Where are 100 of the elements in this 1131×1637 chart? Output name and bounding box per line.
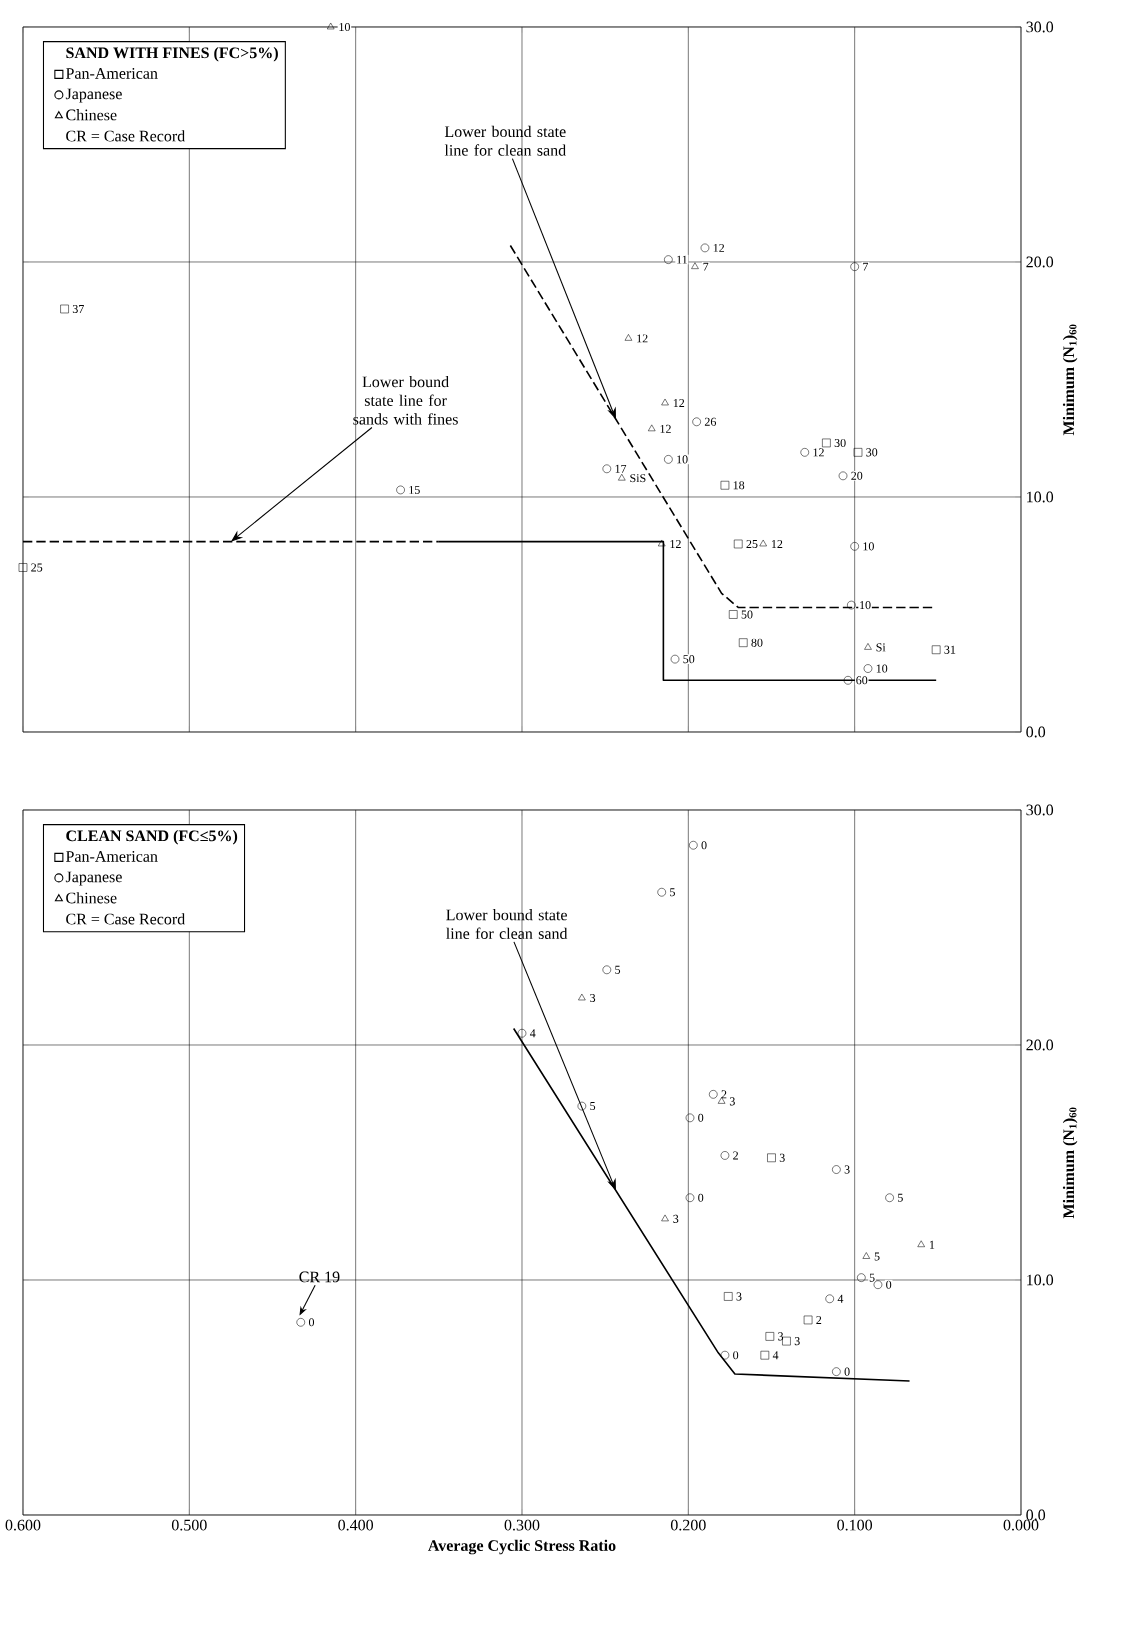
- point: [803, 1315, 813, 1325]
- annotation: 3: [778, 1332, 784, 1341]
- annotation: 5: [615, 965, 621, 974]
- point: [664, 455, 673, 464]
- point: [832, 1367, 841, 1376]
- point: [800, 448, 810, 457]
- y-tick-label: 20.0: [1026, 1039, 1054, 1051]
- annotation: 3: [736, 1292, 742, 1301]
- x-tick-label: 0.400: [338, 1519, 374, 1531]
- annotation: 12: [637, 334, 648, 343]
- annotation: 7: [703, 262, 709, 271]
- legend-label: Chinese: [66, 892, 117, 904]
- point: [517, 1028, 527, 1038]
- point: [657, 539, 666, 547]
- annotation: CR = Case Record: [66, 913, 185, 925]
- annotation: 2: [721, 1090, 727, 1099]
- annotation: 20: [851, 471, 863, 480]
- point: [720, 480, 730, 490]
- annotation: 2: [816, 1315, 822, 1324]
- legend-label: Japanese: [65, 871, 122, 886]
- point: [685, 1113, 695, 1123]
- annotation: 37: [72, 304, 84, 314]
- point: [917, 1240, 925, 1248]
- annotation: 10: [860, 601, 871, 610]
- x-axis-title: Average Cyclic Stress Ratio: [428, 1539, 616, 1555]
- point: [838, 471, 848, 481]
- annotation: 30: [834, 438, 846, 447]
- annotation: CR 19: [299, 1271, 340, 1283]
- annotation: Si: [876, 643, 886, 652]
- annotation: 12: [771, 540, 783, 548]
- annotation: 5: [590, 1102, 596, 1111]
- point: [296, 1318, 306, 1327]
- point: [850, 262, 859, 271]
- point: [661, 398, 669, 406]
- x-tick-label: 0.000: [1003, 1519, 1039, 1531]
- point: [843, 676, 853, 685]
- point: [661, 1214, 669, 1222]
- annotation: 26: [704, 417, 717, 426]
- point: [863, 664, 873, 673]
- y-tick-label: 30.0: [1026, 804, 1054, 816]
- annotation: 12: [713, 243, 725, 252]
- point: [728, 610, 738, 619]
- point: [782, 1336, 791, 1346]
- annotation: 0: [698, 1193, 704, 1202]
- y-tick-label: 30.0: [1026, 21, 1054, 33]
- annotation: 4: [529, 1029, 536, 1038]
- legend-title: CLEAN SAND (FC≤5%): [66, 829, 238, 845]
- point: [396, 485, 405, 495]
- annotation: 3: [779, 1153, 785, 1162]
- point: [670, 654, 680, 664]
- annotation: 25: [746, 539, 758, 549]
- legend-label: Japanese: [65, 88, 122, 103]
- annotation: 3: [844, 1165, 850, 1174]
- point: [60, 304, 69, 314]
- y-tick-label: 10.0: [1027, 1274, 1054, 1286]
- point: [657, 887, 666, 897]
- annotation: 12: [670, 540, 681, 548]
- annotation: 2: [733, 1151, 738, 1160]
- annotation: SiS: [630, 474, 646, 483]
- point: [689, 840, 698, 850]
- point: [767, 1153, 776, 1163]
- point: [738, 638, 748, 647]
- annotation: 5: [874, 1252, 880, 1261]
- y-tick-label: 0.0: [1026, 726, 1046, 738]
- x-tick-label: 0.200: [670, 1519, 706, 1531]
- annotation: 11: [677, 255, 687, 264]
- annotation: 0: [308, 1318, 315, 1327]
- y-axis-title: Minimum (N$_{1}$)$_{60}$: [1062, 324, 1078, 436]
- point: [648, 424, 656, 432]
- y-tick-label: 0.0: [1026, 1509, 1046, 1521]
- y-tick-label: 10.0: [1027, 491, 1054, 503]
- point: [853, 448, 863, 457]
- point: [822, 438, 831, 448]
- legend-label: Pan-American: [65, 68, 158, 79]
- x-tick-label: 0.100: [837, 1519, 873, 1531]
- annotation: CR = Case Record: [66, 130, 185, 142]
- point: [825, 1294, 834, 1304]
- point: [720, 1350, 730, 1360]
- x-tick-label: 0.600: [5, 1519, 41, 1531]
- annotation: 50: [741, 610, 753, 619]
- annotation: 80: [751, 638, 763, 647]
- point: [931, 645, 941, 655]
- annotation: 12: [673, 399, 685, 407]
- point: [602, 965, 612, 975]
- point: [602, 464, 612, 474]
- annotation: 30: [866, 448, 878, 457]
- annotation: 31: [944, 645, 956, 654]
- annotation: 4: [837, 1294, 844, 1303]
- point: [685, 1193, 695, 1203]
- point: [873, 1280, 883, 1289]
- x-tick-label: 0.500: [171, 1519, 207, 1531]
- annotation: 25: [31, 563, 43, 572]
- legend-label: Pan-American: [65, 851, 158, 862]
- point: [700, 243, 710, 253]
- annotation: 4: [772, 1351, 779, 1360]
- point: [664, 255, 673, 264]
- point: [885, 1193, 894, 1203]
- annotation: 60: [856, 676, 868, 685]
- point: [577, 1101, 587, 1111]
- annotation: 5: [670, 888, 675, 897]
